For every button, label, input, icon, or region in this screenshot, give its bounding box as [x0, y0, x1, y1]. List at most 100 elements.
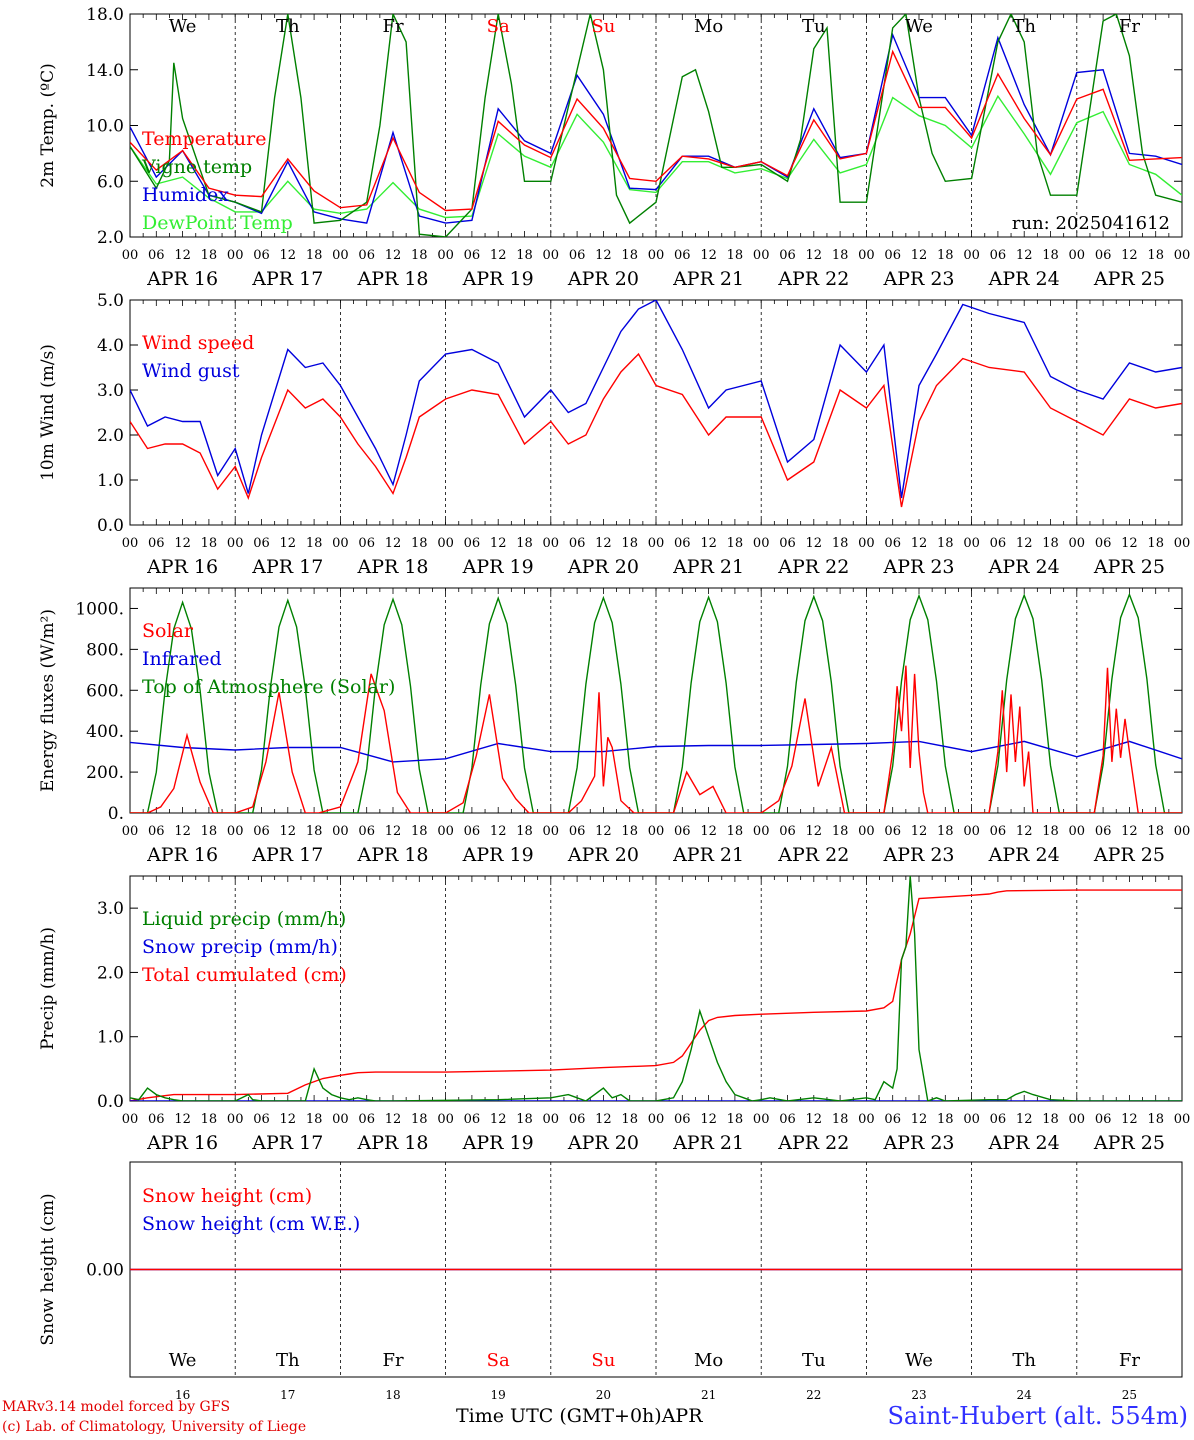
- x-hour-tick: 00: [963, 248, 980, 263]
- legend-entry: Wind gust: [142, 360, 240, 382]
- x-hour-tick: 00: [963, 536, 980, 551]
- x-hour-tick: 00: [332, 248, 349, 263]
- x-hour-tick: 18: [1147, 248, 1164, 263]
- x-hour-tick: 06: [358, 536, 375, 551]
- y-tick-label: 0.00: [86, 1261, 124, 1281]
- legend-entry: Solar: [142, 620, 194, 642]
- date-label: APR 17: [251, 556, 323, 578]
- x-hour-tick: 06: [464, 824, 481, 839]
- x-hour-tick: 12: [700, 248, 717, 263]
- model-credit: MARv3.14 model forced by GFS: [2, 1399, 231, 1415]
- x-hour-tick: 00: [122, 536, 139, 551]
- series-line-vigne-temp: [130, 14, 1182, 237]
- series-line-total-cumulated-cm-: [130, 889, 1182, 1101]
- x-hour-tick: 18: [937, 1112, 954, 1127]
- weekday-label: We: [169, 16, 197, 37]
- x-hour-tick: 18: [306, 536, 323, 551]
- x-hour-tick: 00: [543, 536, 560, 551]
- x-hour-tick: 12: [1016, 536, 1033, 551]
- x-hour-tick: 00: [437, 824, 454, 839]
- series-line-wind-gust: [130, 300, 1182, 499]
- x-hour-tick: 12: [911, 248, 928, 263]
- x-hour-tick: 18: [621, 248, 638, 263]
- date-label: APR 20: [567, 1132, 639, 1154]
- x-hour-tick: 00: [858, 248, 875, 263]
- x-hour-tick: 18: [727, 536, 744, 551]
- x-hour-tick: 18: [727, 248, 744, 263]
- date-label: APR 18: [356, 268, 428, 290]
- x-hour-tick: 12: [490, 824, 507, 839]
- date-label: APR 20: [567, 844, 639, 866]
- series-line-solar: [130, 665, 1182, 813]
- x-hour-tick: 06: [674, 824, 691, 839]
- x-hour-tick: 06: [1095, 1112, 1112, 1127]
- y-tick-label: 3.0: [97, 899, 124, 919]
- y-tick-label: 2.0: [97, 963, 124, 983]
- legend-entry: Humidex: [142, 184, 229, 206]
- x-hour-tick: 18: [1042, 1112, 1059, 1127]
- day-number: 16: [175, 1388, 190, 1402]
- y-tick-label: 5.0: [97, 291, 124, 311]
- y-tick-label: 800.: [86, 640, 124, 660]
- x-hour-tick: 06: [253, 1112, 270, 1127]
- x-hour-tick: 06: [779, 536, 796, 551]
- y-tick-label: 2.0: [97, 228, 124, 248]
- x-hour-tick: 06: [884, 1112, 901, 1127]
- weekday-label: Th: [1012, 1350, 1036, 1371]
- x-hour-tick: 06: [990, 248, 1007, 263]
- x-hour-tick: 12: [1121, 536, 1138, 551]
- x-hour-tick: 00: [858, 824, 875, 839]
- run-annotation: run: 2025041612: [1012, 213, 1170, 234]
- x-hour-tick: 12: [490, 1112, 507, 1127]
- date-label: APR 16: [146, 268, 218, 290]
- x-hour-tick: 00: [753, 248, 770, 263]
- x-hour-tick: 12: [595, 824, 612, 839]
- x-hour-tick: 00: [122, 1112, 139, 1127]
- day-number: 25: [1122, 1388, 1137, 1402]
- x-hour-tick: 00: [227, 536, 244, 551]
- x-hour-tick: 00: [227, 824, 244, 839]
- x-hour-tick: 00: [543, 248, 560, 263]
- x-hour-tick: 18: [411, 1112, 428, 1127]
- weekday-label: We: [905, 16, 933, 37]
- x-hour-tick: 06: [253, 248, 270, 263]
- x-hour-tick: 12: [280, 248, 297, 263]
- series-line-liquid-precip-mm-h-: [130, 876, 1182, 1101]
- x-hour-tick: 12: [911, 1112, 928, 1127]
- y-tick-label: 10.0: [86, 117, 124, 137]
- x-hour-tick: 00: [1174, 1112, 1191, 1127]
- weekday-label: Mo: [694, 1350, 723, 1371]
- series-line-humidex: [130, 32, 1182, 224]
- x-hour-tick: 00: [1069, 824, 1086, 839]
- y-tick-label: 0.0: [97, 1092, 124, 1112]
- x-hour-tick: 06: [358, 1112, 375, 1127]
- day-number: 24: [1017, 1388, 1033, 1402]
- x-hour-tick: 12: [174, 248, 191, 263]
- y-tick-label: 0.0: [97, 516, 124, 536]
- panel-frame: [129, 299, 1183, 526]
- legend-entry: Liquid precip (mm/h): [142, 908, 346, 930]
- x-hour-tick: 18: [621, 1112, 638, 1127]
- x-hour-tick: 06: [148, 536, 165, 551]
- x-hour-tick: 18: [411, 824, 428, 839]
- x-hour-tick: 06: [1095, 248, 1112, 263]
- x-hour-tick: 00: [332, 824, 349, 839]
- series-line-wind-speed: [130, 352, 1182, 508]
- x-hour-tick: 18: [1147, 1112, 1164, 1127]
- x-hour-tick: 12: [280, 1112, 297, 1127]
- x-hour-tick: 18: [937, 536, 954, 551]
- x-hour-tick: 06: [569, 1112, 586, 1127]
- x-hour-tick: 00: [963, 1112, 980, 1127]
- x-hour-tick: 18: [1042, 536, 1059, 551]
- date-label: APR 22: [777, 268, 849, 290]
- x-hour-tick: 18: [201, 248, 218, 263]
- weekday-label: Sa: [487, 1350, 510, 1371]
- day-number: 18: [385, 1388, 400, 1402]
- legend-entry: Temperature: [142, 128, 266, 150]
- day-number: 17: [280, 1388, 295, 1402]
- weekday-label: Th: [1012, 16, 1036, 37]
- y-tick-label: 3.0: [97, 381, 124, 401]
- date-label: APR 24: [988, 556, 1060, 578]
- date-label: APR 25: [1093, 1132, 1165, 1154]
- x-hour-tick: 00: [963, 824, 980, 839]
